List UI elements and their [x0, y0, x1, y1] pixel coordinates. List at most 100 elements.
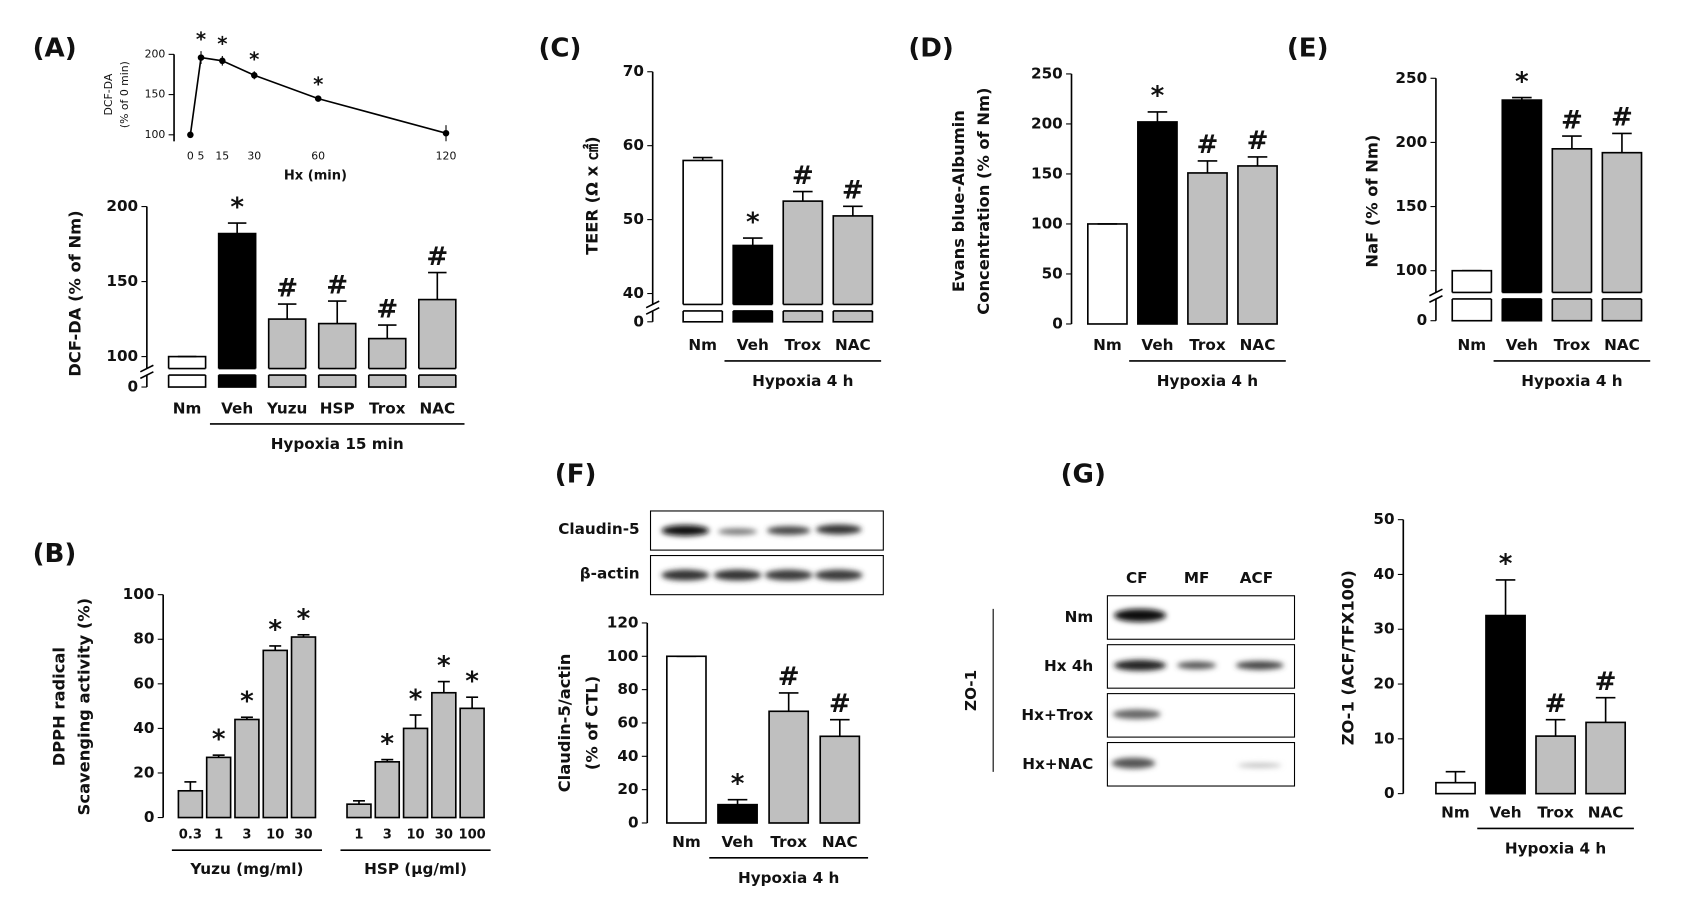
break-gap — [1600, 292, 1644, 299]
break-gap — [1500, 292, 1544, 299]
panel-label: (E) — [1287, 33, 1329, 63]
x-tick-label: Trox — [1537, 804, 1574, 822]
y-axis-label: Scavenging activity (%) — [74, 598, 93, 815]
significance: # — [426, 242, 448, 272]
bar — [1187, 172, 1228, 325]
bar — [1237, 165, 1278, 325]
x-tick-label: Nm — [1093, 336, 1122, 354]
y-tick-label: 40 — [133, 719, 154, 737]
bar — [177, 789, 204, 819]
point — [251, 72, 258, 79]
group-label: HSP (μg/ml) — [364, 860, 467, 878]
y-tick-label: 200 — [1395, 133, 1427, 151]
axis-break — [645, 306, 660, 315]
protein-label: ZO-1 — [962, 670, 980, 711]
x-tick-label: Nm — [672, 833, 701, 851]
significance: * — [437, 651, 451, 681]
x-tick-label: NAC — [1604, 336, 1640, 354]
bar — [402, 727, 429, 819]
blot-row-label: Claudin-5 — [558, 520, 639, 538]
x-tick-label: 5 — [198, 150, 205, 163]
line — [189, 56, 447, 135]
group-label: Hypoxia 4 h — [1505, 840, 1606, 858]
bar — [1535, 735, 1576, 795]
significance: # — [1561, 105, 1583, 135]
x-tick-label: 1 — [214, 827, 223, 842]
y-tick-label: 60 — [133, 674, 154, 692]
x-tick-label: Trox — [770, 833, 807, 851]
y-axis-label: (% of CTL) — [582, 676, 601, 770]
point — [187, 131, 194, 139]
break-gap — [831, 304, 875, 311]
significance: # — [1247, 126, 1269, 156]
bar — [1435, 781, 1476, 795]
bar — [1087, 223, 1128, 325]
blot-col-label: CF — [1126, 569, 1148, 587]
y-tick-label: 0 — [1417, 311, 1428, 329]
bar — [374, 761, 401, 819]
significance: # — [829, 689, 851, 719]
break-gap — [416, 368, 458, 376]
x-tick-label: NAC — [1588, 804, 1624, 822]
y-tick-label: 0 — [1052, 314, 1063, 332]
x-tick-label: 3 — [383, 827, 392, 842]
break-gap — [1550, 292, 1594, 299]
y-tick-label: 200 — [145, 47, 166, 60]
bands — [1111, 608, 1284, 769]
panel-label: (A) — [33, 33, 77, 63]
significance: * — [268, 615, 282, 645]
bar — [666, 655, 707, 824]
x-tick-label: 60 — [311, 150, 325, 163]
y-tick-label: 50 — [623, 210, 644, 228]
y-tick-label: 80 — [617, 680, 638, 698]
x-tick-label: Yuzu — [266, 399, 307, 417]
significance: * — [465, 666, 479, 696]
y-tick-label: 150 — [1031, 164, 1063, 182]
y-tick-label: 50 — [1042, 264, 1063, 282]
significance: * — [217, 33, 227, 56]
x-tick-label: 100 — [459, 827, 486, 842]
blot-g: CF MF ACF Nm Hx 4h Hx+Trox Hx+NAC ZO-1 — [962, 569, 1296, 787]
x-tick-label: 30 — [247, 150, 261, 163]
bar — [367, 337, 407, 388]
x-tick-label: 30 — [435, 827, 453, 842]
panel-label: (D) — [908, 33, 953, 63]
x-tick-label: 10 — [406, 827, 424, 842]
group-label: Hypoxia 4 h — [752, 372, 853, 390]
bar — [768, 710, 810, 824]
point — [442, 129, 450, 137]
group-label: Hypoxia 4 h — [738, 869, 839, 887]
blot-row-label: Hx 4h — [1044, 657, 1093, 675]
significance: * — [1499, 549, 1513, 579]
y-tick-label: 100 — [106, 347, 138, 365]
bar — [290, 636, 317, 819]
bar — [819, 735, 861, 824]
x-tick-label: Veh — [737, 336, 769, 354]
significance: # — [1197, 130, 1219, 160]
significance: # — [326, 270, 348, 300]
y-tick-label: 250 — [1395, 69, 1427, 87]
x-tick-label: Veh — [221, 399, 253, 417]
significance: * — [409, 684, 423, 714]
bar — [267, 318, 307, 388]
x-tick-label: Nm — [1441, 804, 1470, 822]
x-tick-label: NAC — [419, 399, 455, 417]
y-axis-label: Claudin-5/actin — [555, 654, 574, 793]
blot-f: Claudin-5 β-actin — [558, 510, 884, 596]
significance: * — [746, 207, 760, 237]
significance: * — [196, 28, 206, 51]
bar — [1501, 99, 1543, 322]
y-axis-label: TEER (Ω x ㎠) — [582, 136, 601, 254]
bar — [1585, 721, 1627, 795]
panel-label: (F) — [555, 460, 597, 490]
y-tick-label: 0 — [628, 813, 639, 831]
blot-col-label: MF — [1184, 569, 1210, 587]
x-axis-label: Hx (min) — [284, 169, 347, 184]
x-tick-label: Veh — [1489, 804, 1521, 822]
y-axis-label: DCF-DA — [102, 73, 115, 115]
significance: # — [376, 294, 398, 324]
y-tick-label: 10 — [1373, 729, 1394, 747]
y-tick-label: 40 — [623, 284, 644, 302]
group-label: Hypoxia 15 min — [271, 435, 404, 453]
y-tick-label: 120 — [607, 613, 639, 631]
